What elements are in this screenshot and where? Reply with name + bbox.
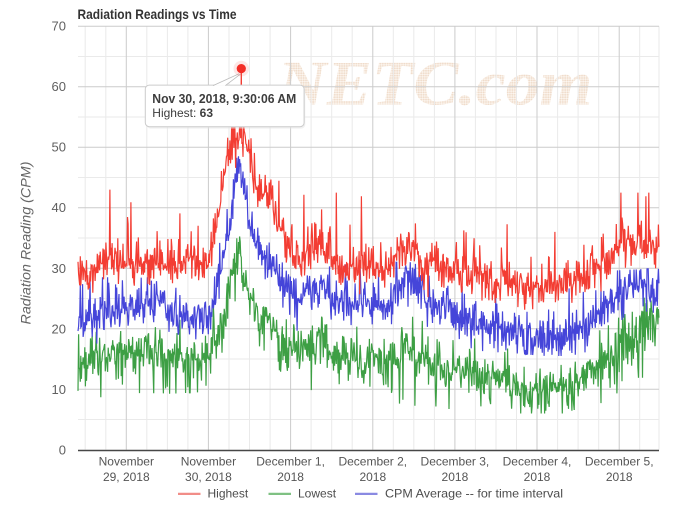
svg-text:Highest: Highest xyxy=(208,487,249,501)
svg-text:2018: 2018 xyxy=(277,470,304,484)
svg-text:November: November xyxy=(99,455,154,469)
svg-text:2018: 2018 xyxy=(606,470,633,484)
svg-text:10: 10 xyxy=(52,382,66,397)
svg-text:December 4,: December 4, xyxy=(503,455,572,469)
svg-text:50: 50 xyxy=(52,140,66,155)
svg-text:2018: 2018 xyxy=(442,470,469,484)
svg-text:December 2,: December 2, xyxy=(338,455,407,469)
svg-text:December 1,: December 1, xyxy=(256,455,325,469)
svg-text:December 3,: December 3, xyxy=(421,455,490,469)
svg-text:20: 20 xyxy=(52,321,66,336)
svg-text:Radiation Reading (CPM): Radiation Reading (CPM) xyxy=(18,162,34,325)
svg-text:Nov 30, 2018, 9:30:06 AM: Nov 30, 2018, 9:30:06 AM xyxy=(152,91,296,106)
svg-text:70: 70 xyxy=(52,19,66,34)
svg-text:30, 2018: 30, 2018 xyxy=(185,470,232,484)
svg-text:60: 60 xyxy=(52,79,66,94)
svg-text:CPM Average -- for time interv: CPM Average -- for time interval xyxy=(385,487,563,501)
svg-text:2018: 2018 xyxy=(359,470,386,484)
svg-text:2018: 2018 xyxy=(524,470,551,484)
svg-text:December 5,: December 5, xyxy=(585,455,654,469)
svg-text:Radiation Readings vs Time: Radiation Readings vs Time xyxy=(78,6,237,22)
svg-text:0: 0 xyxy=(59,442,66,457)
svg-text:30: 30 xyxy=(52,261,66,276)
svg-text:Lowest: Lowest xyxy=(298,487,337,501)
svg-text:Highest: 63: Highest: 63 xyxy=(152,106,213,120)
svg-text:29, 2018: 29, 2018 xyxy=(103,470,150,484)
svg-text:40: 40 xyxy=(52,200,66,215)
svg-text:November: November xyxy=(181,455,236,469)
